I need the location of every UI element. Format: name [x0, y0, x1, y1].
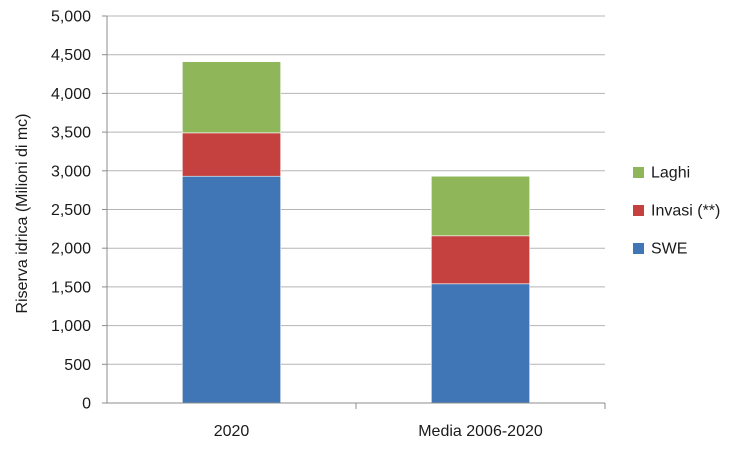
x-tick-label-2020: 2020 [214, 423, 250, 440]
y-tick-label-3500: 3,500 [51, 125, 91, 142]
y-tick-label-500: 500 [64, 357, 91, 374]
bars [182, 61, 530, 404]
y-tick-label-2500: 2,500 [51, 202, 91, 219]
y-tick-labels: 0 500 1,000 1,500 2,000 2,500 3,000 3,500 4,000 4… [51, 9, 107, 413]
y-tick-label-3000: 3,000 [51, 163, 91, 180]
y-tick-label-4500: 4,500 [51, 47, 91, 64]
bar-swe-2020 [182, 175, 281, 404]
y-tick-label-1000: 1,000 [51, 318, 91, 335]
y-tick-label-4000: 4,000 [51, 86, 91, 103]
legend-label-invasi: Invasi (**) [651, 203, 720, 220]
legend-swatch-laghi [633, 167, 644, 178]
y-tick-label-5000: 5,000 [51, 9, 91, 26]
y-tick-label-1500: 1,500 [51, 279, 91, 296]
legend-label-laghi: Laghi [651, 165, 690, 182]
bar-laghi-media-2006-2020 [431, 175, 530, 237]
y-tick-label-0: 0 [82, 396, 91, 413]
legend-label-swe: SWE [651, 241, 687, 258]
y-axis-label: Riserva idrica (Milioni di mc) [14, 113, 31, 313]
gridlines [107, 15, 605, 365]
x-tick-labels: 2020 Media 2006-2020 [214, 403, 606, 440]
bar-swe-media-2006-2020 [431, 283, 530, 404]
legend-swatch-invasi [633, 205, 644, 216]
legend: Laghi Invasi (**) SWE [633, 165, 720, 258]
bar-laghi-2020 [182, 61, 281, 134]
legend-swatch-swe [633, 243, 644, 254]
x-tick-label-media-2006-2020: Media 2006-2020 [418, 423, 543, 440]
bar-invasi-2020 [182, 132, 281, 177]
bar-invasi-media-2006-2020 [431, 235, 530, 285]
y-tick-label-2000: 2,000 [51, 241, 91, 258]
